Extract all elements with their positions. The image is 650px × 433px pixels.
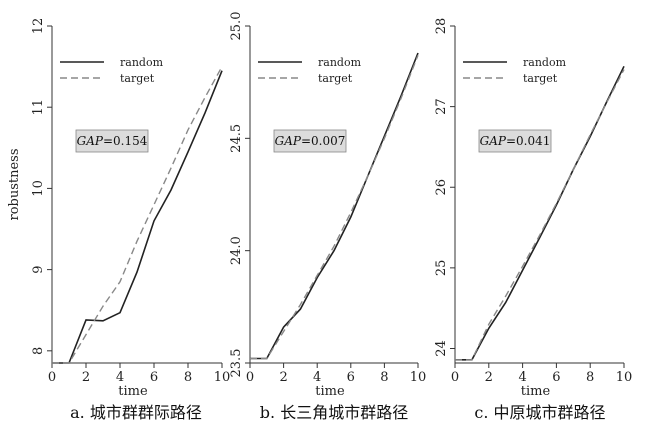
y-tick-label: 12 <box>31 18 46 35</box>
y-tick-label: 26 <box>434 179 449 196</box>
y-tick-label: 28 <box>434 18 449 35</box>
x-tick-label: 2 <box>82 370 90 385</box>
chart-panel-2: 0 2 4 6 8 102425262728timerandomtargetGAP=0.0… <box>434 18 632 422</box>
y-tick-label: 24.0 <box>229 236 244 265</box>
x-axis-title: time <box>118 384 148 399</box>
legend-label-target: target <box>318 72 353 85</box>
x-tick-label: 6 <box>552 370 560 385</box>
x-tick-label: 0 <box>48 370 56 385</box>
x-tick-label: 8 <box>184 370 192 385</box>
series-line-random <box>455 65 625 361</box>
legend-label-random: random <box>318 56 362 69</box>
panel-caption: b. 长三角城市群路径 <box>260 403 408 422</box>
legend-label-random: random <box>523 56 567 69</box>
legend-label-random: random <box>120 56 164 69</box>
chart-panel-1: 0 2 4 6 8 10 23.5 24.0 24.5 25.0 time random target G… <box>229 12 426 422</box>
x-tick-label: 10 <box>410 370 427 385</box>
panel-caption: a. 城市群群际路径 <box>70 403 202 422</box>
gap-box <box>273 129 347 153</box>
x-tick-label: 4 <box>116 370 124 385</box>
x-tick-label: 4 <box>518 370 526 385</box>
series-line-target <box>250 54 419 360</box>
legend-label-target: target <box>120 72 155 85</box>
panel-caption: c. 中原城市群路径 <box>474 403 605 422</box>
series-line-random <box>250 52 419 360</box>
x-tick-label: 2 <box>485 370 493 385</box>
y-tick-label: 23.5 <box>229 349 244 378</box>
y-tick-label: 24 <box>434 340 449 357</box>
y-tick-label: 25 <box>434 260 449 277</box>
y-axis-title: robustness <box>7 148 22 220</box>
y-tick-label: 24.5 <box>229 124 244 153</box>
y-tick-label: 27 <box>434 98 449 115</box>
x-axis-title: time <box>521 384 551 399</box>
gap-box <box>478 129 552 153</box>
x-tick-label: 0 <box>451 370 459 385</box>
gap-label: GAP=0.154 <box>77 134 148 148</box>
y-tick-label: 11 <box>31 99 46 116</box>
y-tick-label: 10 <box>31 180 46 197</box>
x-tick-label: 8 <box>380 370 388 385</box>
gap-label: GAP=0.041 <box>480 134 551 148</box>
series-line-random <box>52 70 223 364</box>
x-tick-label: 2 <box>279 370 287 385</box>
chart-panel-0: 0 2 4 6 8 10 8 9 10 11 12 time robustness random targe… <box>7 18 230 422</box>
gap-box <box>75 129 149 153</box>
legend-label-target: target <box>523 72 558 85</box>
series-line-target <box>52 66 223 364</box>
x-tick-label: 6 <box>347 370 355 385</box>
x-axis-title: time <box>315 384 345 399</box>
x-tick-label: 4 <box>313 370 321 385</box>
y-tick-label: 25.0 <box>229 12 244 41</box>
gap-label: GAP=0.007 <box>275 134 346 148</box>
x-tick-label: 10 <box>214 370 231 385</box>
x-tick-label: 0 <box>246 370 254 385</box>
x-tick-label: 6 <box>150 370 158 385</box>
y-tick-label: 8 <box>31 347 46 355</box>
x-tick-label: 8 <box>586 370 594 385</box>
x-tick-label: 10 <box>616 370 633 385</box>
y-tick-label: 9 <box>31 265 46 273</box>
series-line-target <box>455 69 625 361</box>
